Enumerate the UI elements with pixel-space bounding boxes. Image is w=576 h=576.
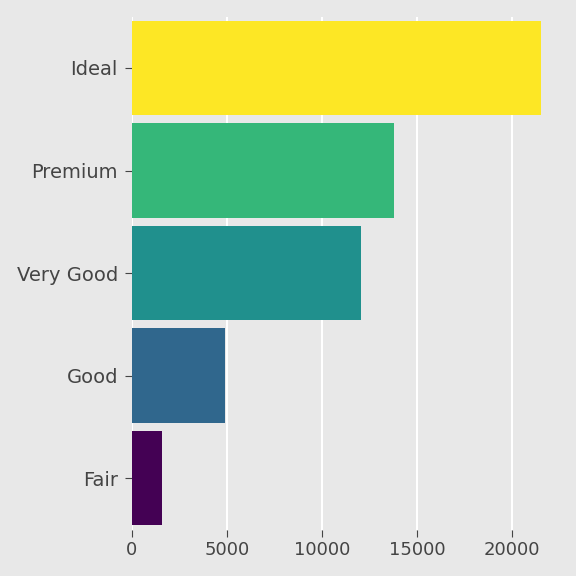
Bar [132,226,361,320]
Bar [132,328,225,423]
Bar [132,431,162,525]
Bar [132,123,394,218]
Bar [132,21,541,115]
